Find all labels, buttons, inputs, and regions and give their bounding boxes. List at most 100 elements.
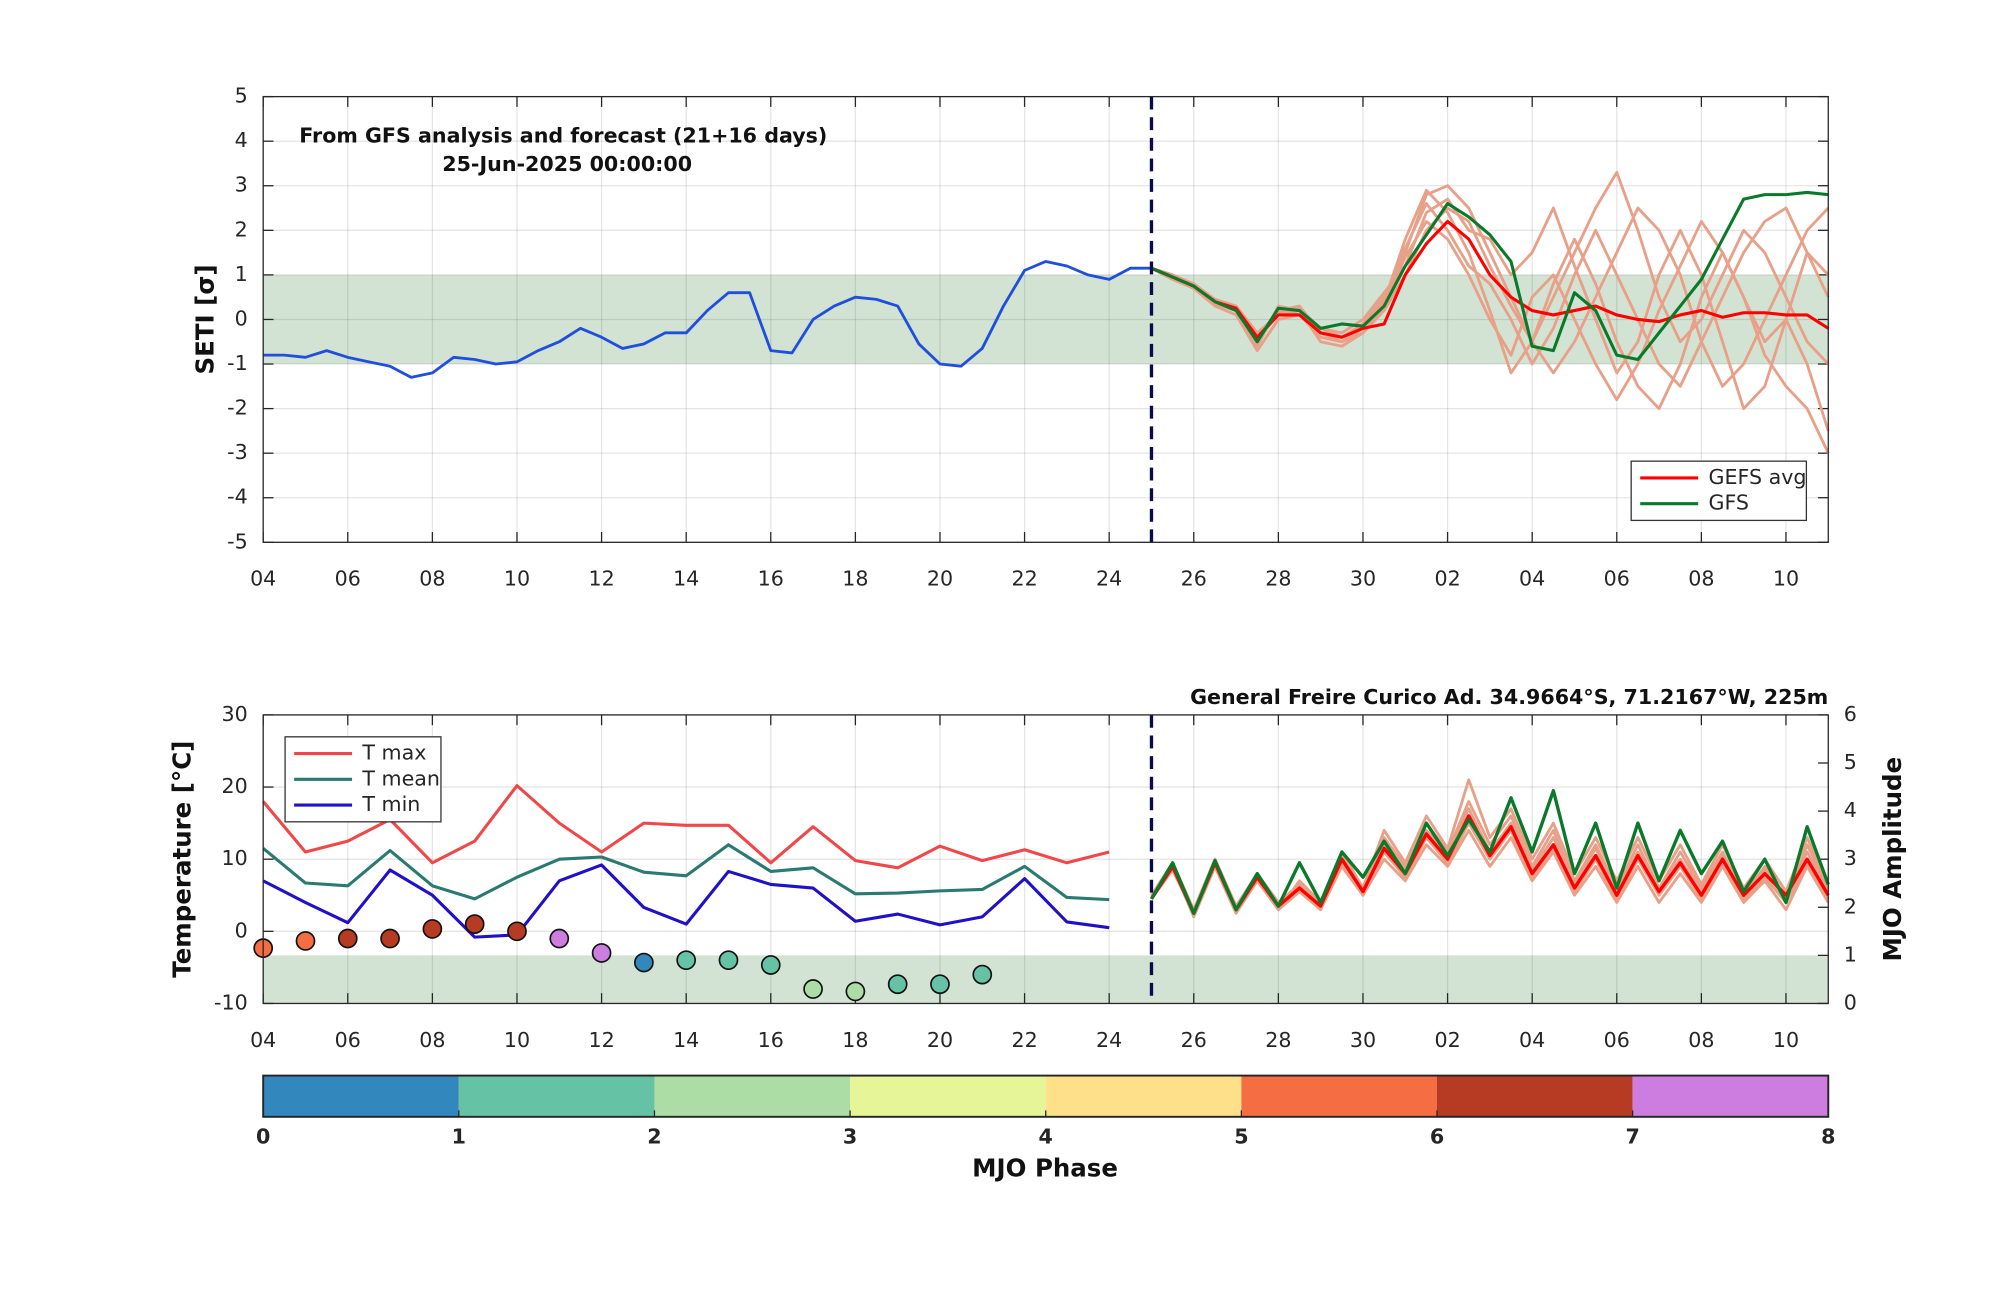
y2-tick-label: 0 [1844, 990, 1857, 1014]
mjo-dot [972, 964, 993, 985]
y2-tick-label: 1 [1844, 942, 1857, 966]
colorbar-tick-label: 5 [1234, 1124, 1248, 1148]
series-line [262, 843, 1110, 902]
y2-tick-label: 3 [1844, 846, 1857, 870]
x-tick-label: 08 [1688, 567, 1714, 591]
x-tick-label: 14 [673, 1028, 699, 1052]
colorbar-segment [263, 1075, 459, 1117]
x-tick-label: 16 [758, 1028, 784, 1052]
mjo-dot [634, 952, 654, 973]
x-tick-label: 08 [1688, 1028, 1714, 1052]
series-line [262, 784, 1110, 870]
legend-label: GFS [1708, 491, 1749, 515]
mjo-dot [422, 919, 443, 939]
y-tick-label: 5 [235, 84, 248, 108]
mjo-dot [845, 981, 866, 1002]
mjo-dot [591, 943, 612, 963]
y-tick-label: 1 [235, 262, 248, 286]
colorbar-tick-label: 6 [1430, 1124, 1444, 1148]
x-tick-label: 28 [1265, 567, 1291, 591]
x-tick-label: 24 [1096, 1028, 1122, 1052]
colorbar-segment [1241, 1075, 1437, 1117]
x-tick-label: 06 [1604, 567, 1630, 591]
x-tick-label: 28 [1265, 1028, 1291, 1052]
x-tick-label: 22 [1011, 1028, 1037, 1052]
y-tick-label: -1 [227, 351, 248, 375]
colorbar-tick-label: 0 [256, 1124, 270, 1148]
annotation: 25-Jun-2025 00:00:00 [442, 152, 692, 176]
x-tick-label: 16 [758, 567, 784, 591]
observed-line [263, 260, 1152, 379]
x-tick-label: 14 [673, 567, 699, 591]
colorbar-tick-label: 7 [1625, 1124, 1639, 1148]
colorbar-segment [1045, 1075, 1242, 1117]
x-tick-label: 20 [927, 1028, 953, 1052]
x-tick-label: 04 [250, 567, 276, 591]
mjo-dot [464, 914, 485, 934]
x-tick-label: 04 [1519, 567, 1545, 591]
y-tick-label: 4 [235, 128, 248, 152]
x-tick-label: 12 [588, 567, 614, 591]
colorbar-tick-label: 2 [647, 1124, 661, 1148]
x-tick-label: 10 [504, 1028, 530, 1052]
y-tick-label: -2 [227, 396, 248, 420]
colorbar-tick-label: 4 [1039, 1124, 1053, 1148]
x-tick-label: 10 [1773, 1028, 1799, 1052]
x-tick-label: 06 [1604, 1028, 1630, 1052]
y-axis-label: SETI [σ] [191, 264, 220, 374]
x-tick-label: 18 [842, 567, 868, 591]
colorbar-tick-label: 3 [843, 1124, 857, 1148]
x-tick-label: 20 [927, 567, 953, 591]
y-tick-label: -3 [227, 440, 248, 464]
y2-tick-label: 2 [1844, 894, 1857, 918]
legend-label: T mean [361, 766, 440, 790]
colorbar-tick-label: 1 [452, 1124, 466, 1148]
colorbar-segment [1632, 1075, 1829, 1117]
y-tick-label: -4 [227, 485, 248, 509]
x-tick-label: 22 [1011, 567, 1037, 591]
x-tick-label: 02 [1434, 567, 1460, 591]
mjo-dot [549, 928, 570, 949]
colorbar-label: MJO Phase [972, 1154, 1118, 1183]
annotation: From GFS analysis and forecast (21+16 da… [299, 124, 827, 148]
legend-label: GEFS avg [1708, 465, 1806, 489]
x-tick-label: 08 [419, 1028, 445, 1052]
mjo-dot [295, 931, 316, 951]
colorbar-tick-label: 8 [1821, 1124, 1835, 1148]
x-tick-label: 10 [1773, 567, 1799, 591]
legend-label: T min [361, 792, 420, 816]
y-tick-label: 10 [221, 846, 247, 870]
axes-box [262, 714, 1829, 1005]
x-tick-label: 30 [1350, 1028, 1376, 1052]
x-tick-label: 10 [504, 567, 530, 591]
series-line [1150, 190, 1829, 362]
legend-box [1630, 460, 1808, 522]
y-tick-label: -5 [227, 529, 248, 553]
mjo-dot [803, 979, 823, 999]
colorbar-segment [850, 1075, 1046, 1117]
y-tick-label: 0 [235, 306, 248, 330]
legend-label: T max [361, 741, 426, 765]
mjo-dot [507, 921, 527, 942]
x-tick-label: 26 [1181, 1028, 1207, 1052]
x-tick-label: 02 [1434, 1028, 1460, 1052]
mjo-dot [930, 974, 950, 995]
band [263, 955, 1829, 1004]
x-tick-label: 12 [588, 1028, 614, 1052]
series-line [262, 863, 1110, 939]
x-tick-label: 04 [1519, 1028, 1545, 1052]
x-tick-label: 08 [419, 567, 445, 591]
x-tick-label: 04 [250, 1028, 276, 1052]
x-tick-label: 26 [1181, 567, 1207, 591]
mjo-dot [718, 950, 739, 971]
y2-tick-label: 6 [1844, 702, 1857, 726]
mjo-dot [760, 955, 781, 975]
y-tick-label: 3 [235, 173, 248, 197]
y2-tick-label: 4 [1844, 798, 1857, 822]
mjo-dot [337, 928, 358, 949]
y-tick-label: 0 [235, 918, 248, 942]
x-tick-label: 06 [335, 567, 361, 591]
mjo-dot [887, 974, 908, 995]
